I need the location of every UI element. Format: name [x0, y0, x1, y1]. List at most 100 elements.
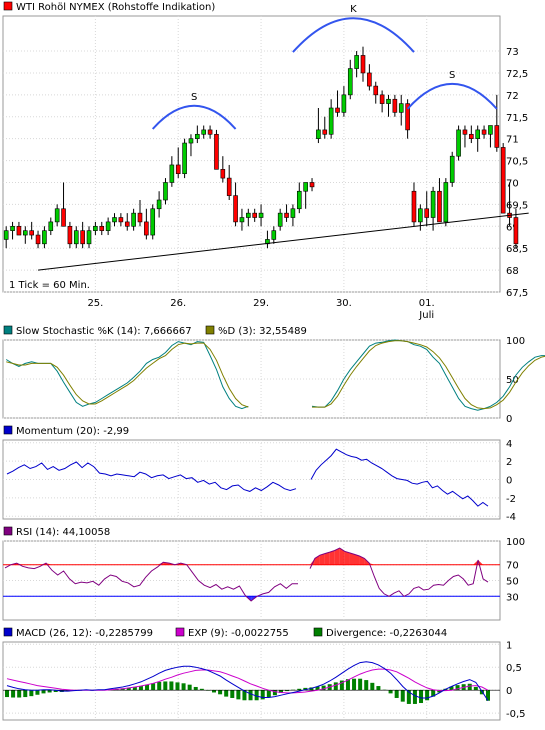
- candle-up: [131, 212, 136, 227]
- legend-swatch: [3, 627, 13, 637]
- stochastic-panel: 0 50 100 Slow Stochastic %K (14): 7,666667%…: [2, 325, 545, 425]
- divergence-bar: [145, 684, 150, 691]
- candle-up: [246, 212, 251, 218]
- candle-down: [252, 212, 257, 218]
- divergence-bar: [5, 690, 9, 698]
- legend-label: %D (3): 32,55489: [218, 326, 307, 337]
- y-tick-label: 30: [506, 592, 519, 603]
- rsi-line: [309, 547, 489, 597]
- candle-up: [93, 225, 98, 231]
- candle-down: [392, 98, 398, 113]
- divergence-bar: [187, 684, 192, 691]
- divergence-bar: [193, 686, 198, 691]
- divergence-bar: [406, 690, 411, 704]
- tick-note: 1 Tick = 60 Min.: [9, 280, 90, 291]
- candle-up: [42, 230, 47, 245]
- macd-line: [6, 661, 489, 701]
- divergence-bar: [11, 690, 16, 698]
- candle-up: [3, 230, 9, 240]
- candle-down: [214, 133, 219, 170]
- rsi-zone-fill: [329, 550, 335, 565]
- y-tick-label: 72: [506, 91, 519, 102]
- divergence-bar: [394, 690, 399, 698]
- candle-down: [462, 129, 468, 135]
- momentum-line: [6, 461, 297, 492]
- plot-area: [2, 439, 501, 520]
- candle-down: [118, 217, 124, 223]
- candle-up: [163, 182, 168, 201]
- candle-down: [175, 164, 181, 175]
- divergence-bar: [333, 682, 338, 691]
- candle-down: [513, 217, 519, 245]
- candle-down: [373, 85, 379, 96]
- legend-label: Slow Stochastic %K (14): 7,666667: [16, 326, 192, 337]
- divergence-bar: [358, 678, 363, 691]
- legend-swatch: [3, 1, 13, 11]
- divergence-bar: [132, 686, 137, 691]
- rsi-zone-fill: [354, 554, 360, 565]
- candle-down: [80, 230, 85, 245]
- candle-up: [258, 212, 264, 218]
- divergence-bar: [297, 688, 302, 691]
- candle-up: [328, 107, 334, 135]
- candle-down: [124, 221, 130, 227]
- rsi-zone-fill: [314, 555, 320, 565]
- divergence-bar: [175, 682, 180, 691]
- divergence-bar: [412, 690, 417, 704]
- y-tick-label: 69,5: [506, 200, 528, 211]
- pattern-arc: [151, 105, 237, 130]
- candle-up: [443, 182, 449, 223]
- candle-up: [23, 230, 28, 236]
- plot-area: [2, 339, 501, 419]
- y-tick-label: -4: [506, 512, 516, 523]
- rsi-zone-fill: [334, 548, 340, 565]
- y-tick-label: 0: [506, 686, 512, 697]
- candle-down: [322, 129, 328, 135]
- y-tick-label: -2: [506, 494, 516, 505]
- candle-up: [290, 208, 296, 218]
- legend-label: RSI (14): 44,10058: [16, 527, 110, 538]
- trendline: [37, 212, 529, 271]
- candle-up: [303, 182, 308, 192]
- divergence-bar: [449, 686, 454, 691]
- divergence-bar: [199, 688, 204, 691]
- legend-swatch: [3, 425, 13, 435]
- stochastic-line: [6, 342, 249, 408]
- pattern-label: S: [191, 92, 197, 103]
- legend-label: WTI Rohöl NYMEX (Rohstoffe Indikation): [16, 2, 215, 13]
- candle-up: [488, 125, 493, 135]
- rsi-zone-fill: [349, 552, 355, 565]
- y-tick-label: 4: [506, 439, 512, 450]
- divergence-bar: [126, 687, 131, 691]
- candle-down: [405, 103, 410, 131]
- divergence-bar: [388, 690, 393, 694]
- rsi-zone-fill: [369, 563, 375, 565]
- pattern-arc: [406, 83, 498, 110]
- candle-up: [347, 68, 353, 96]
- pattern-arc: [292, 17, 415, 53]
- divergence-bar: [437, 690, 442, 693]
- divergence-bar: [47, 690, 52, 693]
- divergence-bar: [23, 690, 28, 698]
- candle-down: [437, 190, 442, 223]
- candle-up: [386, 98, 391, 104]
- x-tick-label: 30.: [336, 298, 352, 309]
- candle-up: [239, 217, 245, 223]
- candle-down: [379, 94, 385, 104]
- candle-up: [316, 129, 321, 139]
- legend-label: Divergence: -0,2263044: [326, 628, 447, 639]
- divergence-bar: [419, 690, 424, 704]
- x-tick-label: 26.: [170, 298, 186, 309]
- y-tick-label: 50: [506, 375, 519, 386]
- y-tick-label: 67,5: [506, 288, 528, 299]
- rsi-line: [4, 561, 298, 602]
- y-tick-label: 72,5: [506, 69, 528, 80]
- candle-down: [220, 169, 226, 179]
- legend-swatch: [205, 325, 215, 335]
- candle-up: [341, 94, 347, 113]
- candle-up: [156, 199, 162, 210]
- y-tick-label: 100: [506, 336, 525, 347]
- stochastic-line: [312, 340, 545, 410]
- candle-down: [469, 133, 474, 139]
